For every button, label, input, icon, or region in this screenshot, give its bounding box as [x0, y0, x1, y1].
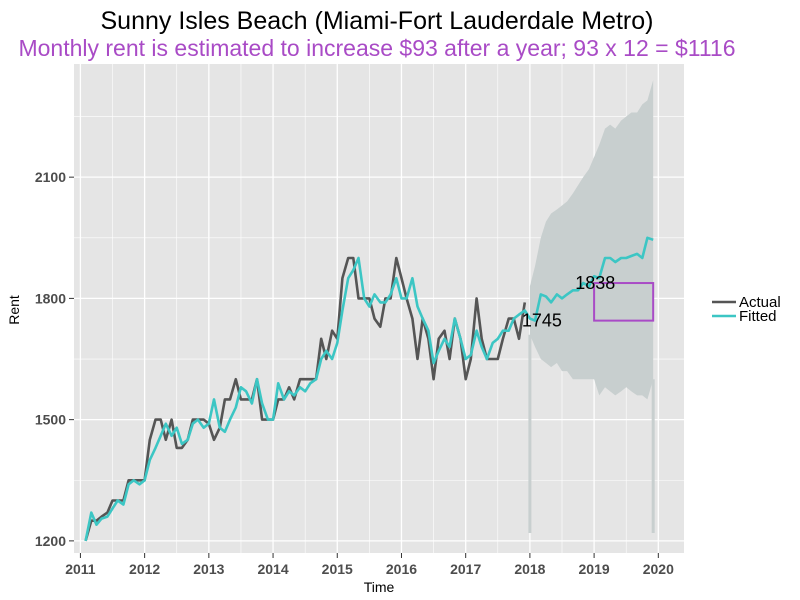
y-axis-title: Rent — [6, 295, 22, 325]
y-axis: 1200 1500 1800 2100 — [35, 169, 74, 549]
x-axis: 2011 2012 2013 2014 2015 2016 2017 2018 2019 2020 — [65, 553, 674, 577]
x-tick-label: 2011 — [65, 561, 96, 577]
x-tick-label: 2016 — [386, 561, 417, 577]
x-tick-label: 2012 — [129, 561, 160, 577]
y-tick-label: 1200 — [35, 533, 66, 549]
x-tick-label: 2014 — [257, 561, 288, 577]
forecast-band — [529, 80, 654, 400]
x-tick-label: 2013 — [193, 561, 224, 577]
x-tick-label: 2015 — [322, 561, 353, 577]
x-tick-label: 2018 — [514, 561, 545, 577]
series-line-actual — [84, 256, 527, 542]
series-line-fitted — [84, 236, 654, 542]
annotation-label: 1745 — [522, 311, 562, 331]
legend-label-fitted: Fitted — [739, 308, 777, 325]
annotation-label: 1838 — [575, 273, 615, 293]
chart-title: Sunny Isles Beach (Miami-Fort Lauderdale… — [100, 7, 653, 35]
highlight-box — [593, 282, 655, 322]
x-tick-label: 2017 — [450, 561, 481, 577]
chart-subtitle: Monthly rent is estimated to increase $9… — [18, 35, 735, 61]
x-tick-label: 2020 — [643, 561, 674, 577]
series-layer — [84, 236, 654, 542]
x-tick-label: 2019 — [579, 561, 610, 577]
legend-label-actual: Actual — [739, 294, 781, 311]
y-tick-label: 2100 — [35, 169, 66, 185]
forecast-band-layer — [528, 80, 655, 533]
y-tick-label: 1500 — [35, 412, 66, 428]
y-tick-label: 1800 — [35, 290, 66, 306]
x-axis-title: Time — [364, 579, 395, 595]
annotation-layer: 1745 1838 — [522, 273, 615, 331]
highlight-box-layer — [593, 282, 655, 322]
